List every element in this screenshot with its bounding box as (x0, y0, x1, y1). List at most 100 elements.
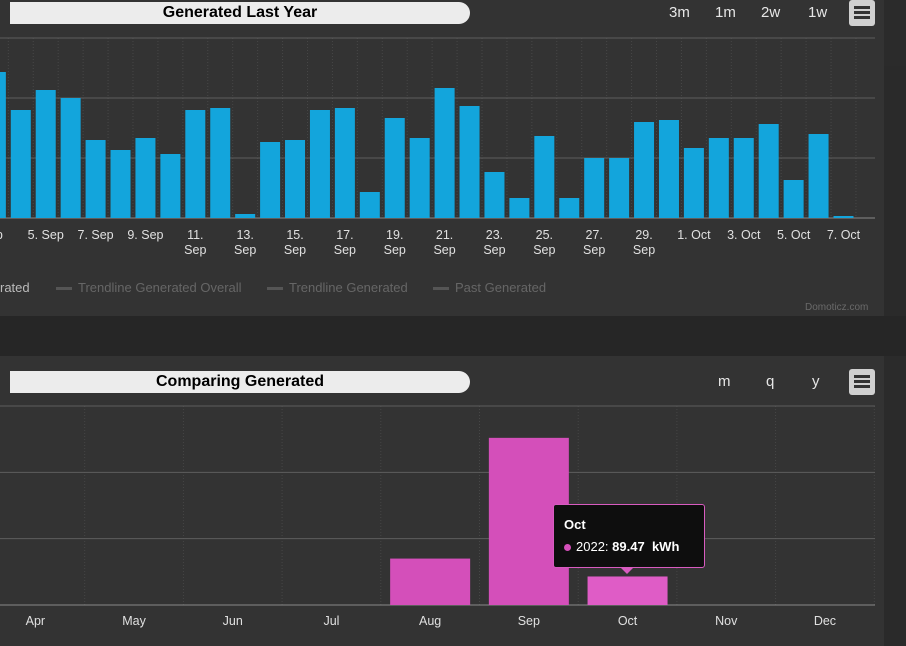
bar (459, 106, 480, 218)
legend-item[interactable]: Past Generated (433, 280, 546, 295)
tooltip-arrow (620, 567, 634, 574)
x-tick-label: 29. (635, 228, 652, 242)
x-tick-label: 15. (286, 228, 303, 242)
right-strip (884, 420, 906, 646)
bar (85, 140, 106, 218)
bar (584, 158, 605, 218)
generated-last-year-panel: Generated Last Year 3m 1m 2w 1w ep 5. Sep… (0, 0, 884, 316)
x-tick-label: Sep (633, 243, 655, 257)
bar (160, 154, 181, 218)
x-tick-label: Apr (26, 614, 45, 628)
bar (0, 72, 6, 218)
chart-title: Generated Last Year (10, 2, 470, 24)
bar (309, 110, 330, 218)
chart-menu-button[interactable] (849, 0, 875, 26)
x-tick-label: Sep (483, 243, 505, 257)
right-strip (884, 66, 906, 316)
range-q-button[interactable]: q (766, 373, 775, 390)
bar (609, 158, 630, 218)
bar (534, 136, 555, 218)
bar (758, 124, 779, 218)
legend-item[interactable]: rated (0, 280, 30, 295)
range-3m-button[interactable]: 3m (669, 4, 690, 21)
range-1w-button[interactable]: 1w (808, 4, 828, 21)
bar (409, 138, 430, 218)
legend-line (56, 287, 72, 291)
range-m-button[interactable]: m (718, 373, 731, 390)
bar (783, 180, 804, 218)
range-2w-button[interactable]: 2w (761, 4, 781, 21)
chart-tooltip: Oct 2022: 89.47 kWh (553, 504, 705, 568)
bar (833, 216, 854, 218)
x-tick-label: 25. (536, 228, 553, 242)
tooltip-value: 89.47 (612, 539, 645, 554)
x-tick-label: Aug (419, 614, 441, 628)
x-tick-label: 23. (486, 228, 503, 242)
bar (559, 198, 580, 218)
x-tick-label: 9. Sep (127, 228, 163, 242)
chart-menu-button[interactable] (849, 369, 875, 395)
x-tick-label: Sep (184, 243, 206, 257)
x-tick-label: 17. (336, 228, 353, 242)
menu-icon-bar (854, 16, 870, 19)
x-tick-label: 5. Sep (28, 228, 64, 242)
legend-line (433, 287, 449, 291)
bar (60, 98, 81, 218)
x-tick-label: Sep (284, 243, 306, 257)
bar (683, 148, 704, 218)
x-tick-label: Sep (518, 614, 540, 628)
bar (359, 192, 380, 218)
x-tick-label: 21. (436, 228, 453, 242)
bar (334, 108, 355, 218)
bar (434, 88, 455, 218)
bar (733, 138, 754, 218)
legend-line (267, 287, 283, 291)
tooltip-unit: kWh (651, 539, 680, 554)
legend-label: rated (0, 280, 30, 295)
chart-title: Comparing Generated (10, 371, 470, 393)
legend-label: Trendline Generated Overall (78, 280, 242, 295)
section-gap (0, 316, 906, 356)
x-tick-label: Oct (618, 614, 638, 628)
bar (135, 138, 156, 218)
bar (509, 198, 530, 218)
x-tick-label: Dec (814, 614, 836, 628)
x-tick-label: 27. (585, 228, 602, 242)
comparing-generated-panel: Comparing Generated m q y Apr May Jun Jul Au… (0, 356, 884, 646)
bar (210, 108, 231, 218)
bar (390, 558, 471, 605)
range-y-button[interactable]: y (812, 373, 820, 390)
menu-icon-bar (854, 385, 870, 388)
credits-link[interactable]: Domoticz.com (805, 302, 869, 313)
x-tick-label: Jul (323, 614, 339, 628)
bar (10, 110, 31, 218)
legend-item[interactable]: Trendline Generated (267, 280, 408, 295)
bar (708, 138, 729, 218)
tooltip-line: 2022: 89.47 kWh (564, 539, 679, 554)
x-tick-label: 7. Oct (827, 228, 861, 242)
x-tick-label: Sep (334, 243, 356, 257)
x-tick-label: Sep (583, 243, 605, 257)
range-1m-button[interactable]: 1m (715, 4, 736, 21)
tooltip-series: 2022: (576, 539, 609, 554)
x-tick-label: Sep (234, 243, 256, 257)
comparing-bar-chart: Apr May Jun Jul Aug Sep Oct Nov Dec (0, 405, 875, 628)
x-tick-label: 11. (187, 228, 203, 242)
bar (484, 172, 505, 218)
x-tick-label: 7. Sep (78, 228, 114, 242)
menu-icon (854, 375, 870, 378)
x-tick-label: Sep (433, 243, 455, 257)
bar (185, 110, 206, 218)
bar (260, 142, 281, 218)
bar (110, 150, 131, 218)
legend-label: Past Generated (455, 280, 547, 295)
bar (384, 118, 405, 218)
legend-item[interactable]: Trendline Generated Overall (56, 280, 242, 295)
x-tick-label: Sep (533, 243, 555, 257)
series-dot-icon (564, 544, 571, 552)
x-tick-label: 5. Oct (777, 228, 811, 242)
bar (235, 214, 256, 218)
menu-icon-bar (854, 380, 870, 383)
tooltip-header: Oct (564, 517, 586, 532)
